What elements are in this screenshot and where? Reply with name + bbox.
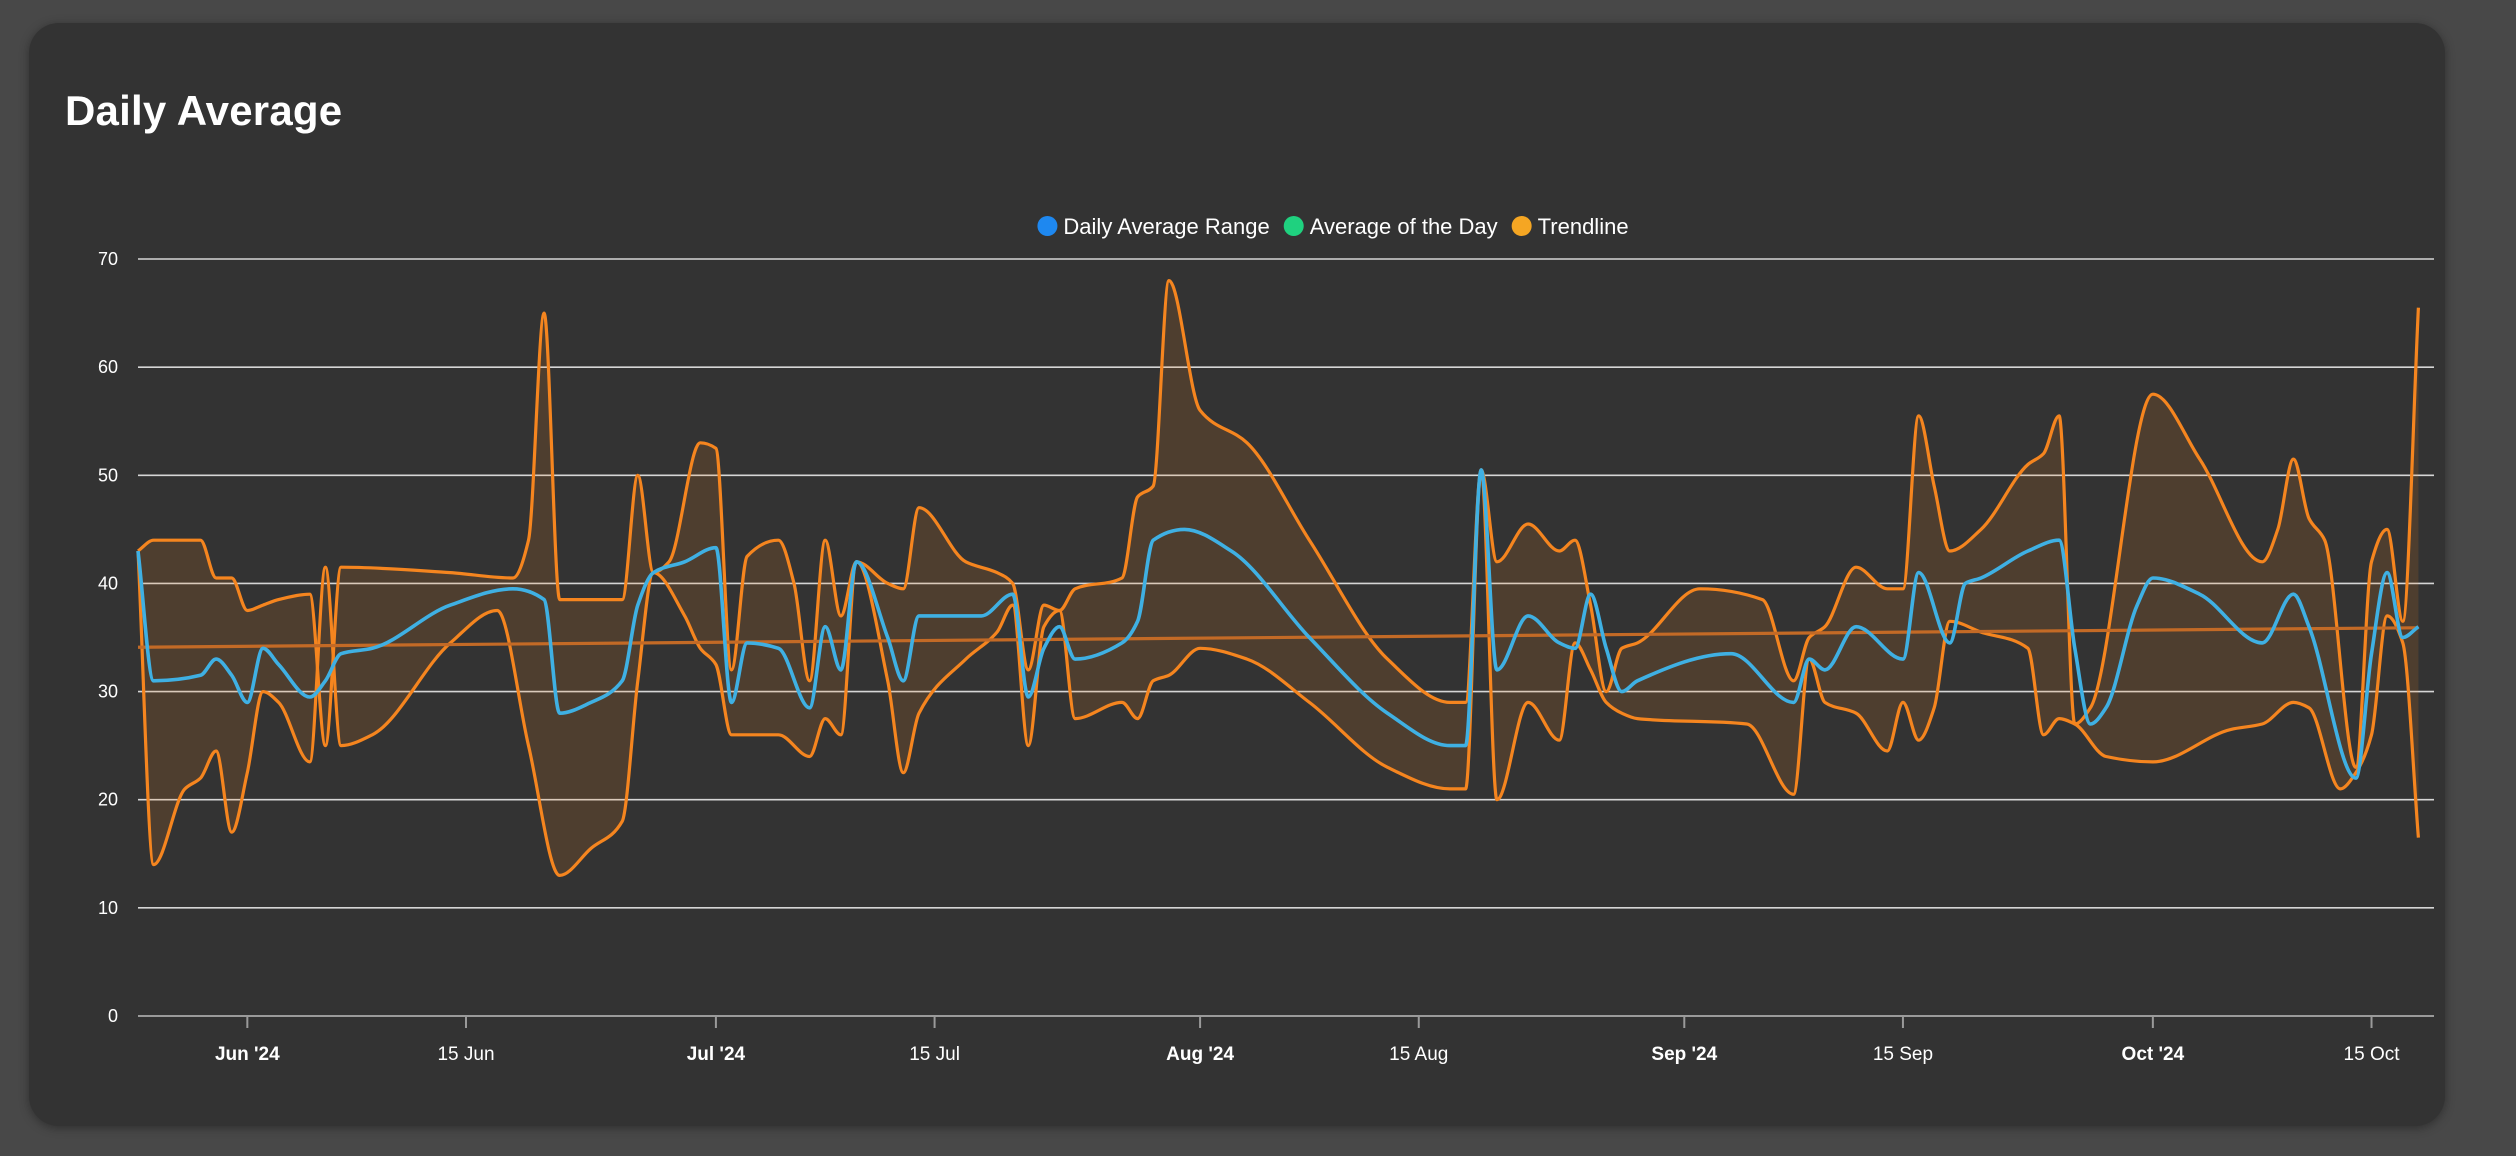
x-tick-label: Aug '24: [1166, 1044, 1234, 1065]
legend-label: Daily Average Range: [1063, 214, 1269, 239]
x-tick-label: 15 Aug: [1389, 1044, 1448, 1065]
chart-card: Daily Average: [29, 23, 2445, 1126]
x-tick-label: 15 Jul: [909, 1044, 960, 1065]
trendline: [137, 626, 2419, 649]
y-tick-label: 0: [108, 1006, 118, 1026]
chart-title: Daily Average: [65, 87, 343, 134]
legend-dot-icon: [1037, 216, 1058, 236]
legend-dot-icon: [1511, 216, 1532, 236]
legend-dot-icon: [1283, 216, 1304, 236]
legend-label: Average of the Day: [1310, 214, 1498, 239]
x-tick-label: Oct '24: [2122, 1044, 2185, 1065]
x-tick-label: Sep '24: [1651, 1044, 1717, 1065]
x-tick-label: 15 Jun: [437, 1044, 494, 1065]
y-tick-label: 70: [98, 249, 118, 269]
x-tick-label: 15 Oct: [2344, 1044, 2401, 1065]
y-tick-label: 20: [98, 790, 118, 810]
x-axis: Jun '24 15 Jun Jul '24 15 Jul Aug '24 15 Aug S…: [138, 1015, 2434, 1065]
range-area-fill: [138, 280, 2419, 876]
x-tick-label: Jun '24: [215, 1044, 280, 1065]
y-tick-label: 10: [98, 898, 118, 918]
y-tick-label: 30: [98, 682, 118, 702]
y-tick-label: 40: [98, 573, 118, 593]
y-tick-label: 50: [98, 465, 118, 485]
range-lower-line: [136, 468, 2420, 877]
legend: Daily Average Range Average of the Day Tre…: [1037, 214, 1629, 239]
y-grid: 0 10 20 30 40 50 60 70: [98, 249, 2434, 1026]
x-tick-label: Jul '24: [687, 1044, 746, 1065]
y-tick-label: 60: [98, 357, 118, 377]
x-tick-label: 15 Sep: [1873, 1044, 1933, 1065]
legend-label: Trendline: [1538, 214, 1629, 239]
average-line: [136, 468, 2420, 780]
